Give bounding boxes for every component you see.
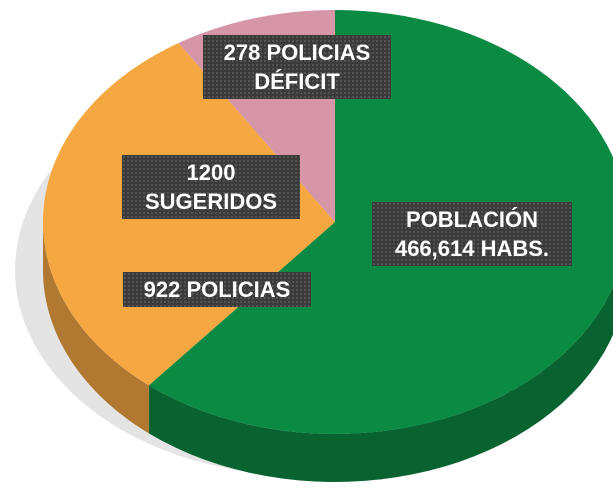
- slice-label: 278 POLICIAS DÉFICIT: [203, 35, 391, 99]
- slice-label: POBLACIÓN 466,614 HABS.: [372, 202, 572, 266]
- slice-side: [43, 222, 149, 434]
- annotation: 1200 SUGERIDOS: [122, 155, 300, 219]
- slice-label: 922 POLICIAS: [123, 272, 311, 307]
- slice-side: [148, 286, 613, 482]
